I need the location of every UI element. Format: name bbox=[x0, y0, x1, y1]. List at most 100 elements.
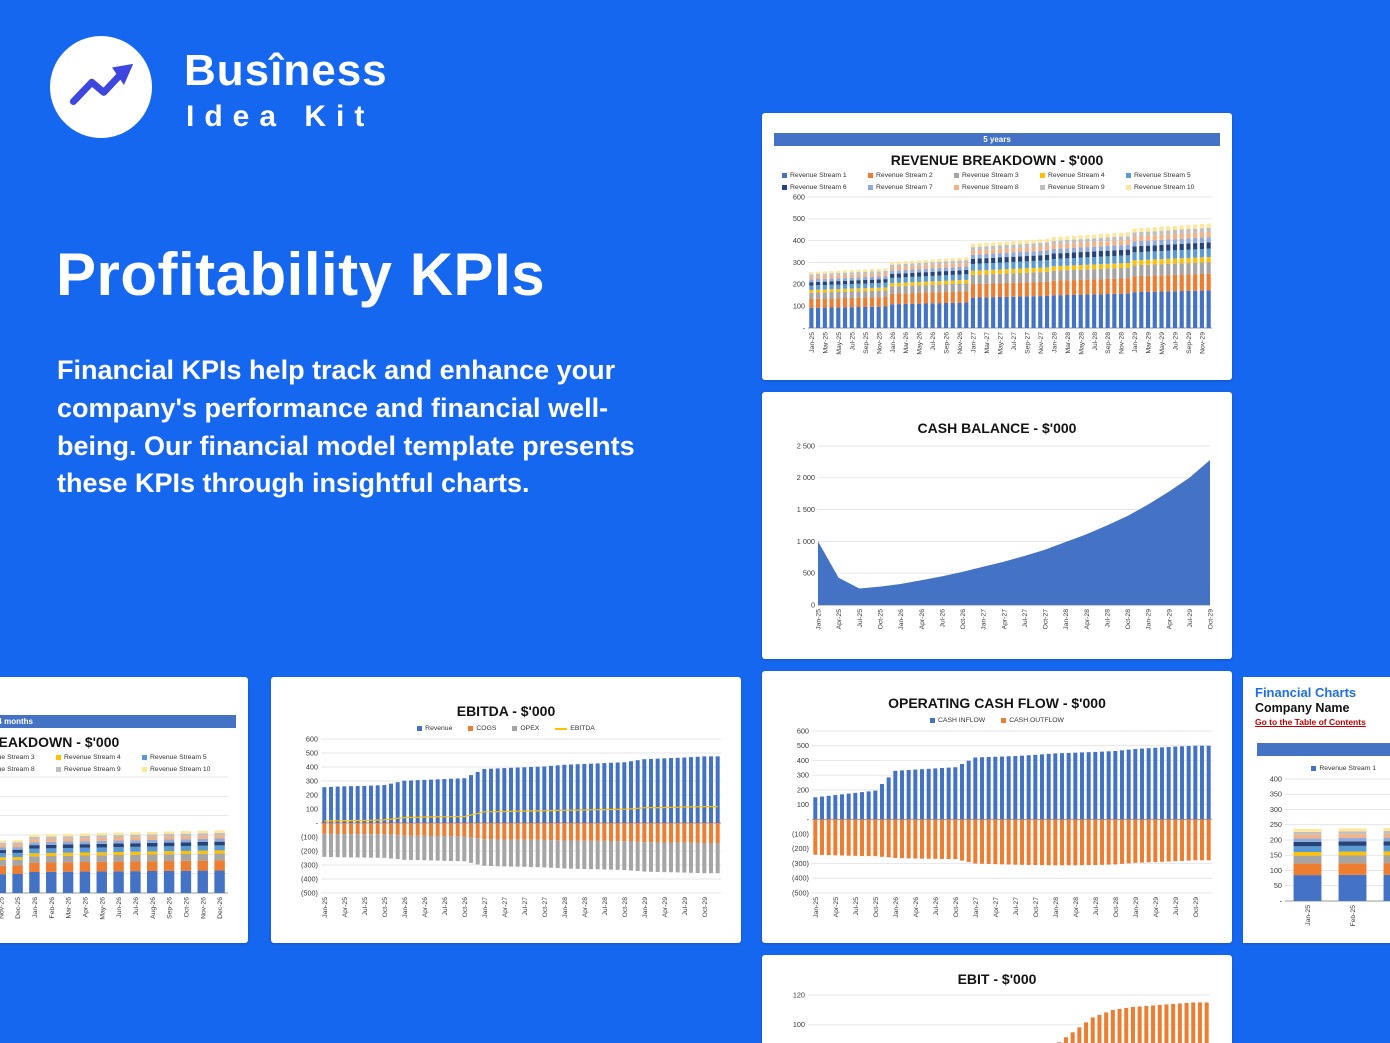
chart-title: EBIT - $'000 bbox=[957, 971, 1037, 987]
svg-text:Jan-29: Jan-29 bbox=[642, 896, 649, 917]
svg-text:Jan-26: Jan-26 bbox=[898, 609, 905, 630]
legend-swatch bbox=[1001, 718, 1007, 724]
svg-text:Apr-29: Apr-29 bbox=[1166, 609, 1173, 630]
svg-text:Sep-26: Sep-26 bbox=[167, 897, 174, 919]
legend-item: Revenue Stream 6 bbox=[782, 182, 868, 194]
svg-text:Jun-26: Jun-26 bbox=[116, 897, 123, 918]
legend-swatch bbox=[555, 727, 568, 730]
svg-text:(200): (200) bbox=[301, 846, 318, 855]
svg-text:Jul-28: Jul-28 bbox=[1104, 609, 1111, 628]
svg-text:300: 300 bbox=[797, 770, 809, 779]
svg-text:Jul-28: Jul-28 bbox=[1093, 896, 1100, 915]
trend-arrow-icon bbox=[55, 39, 147, 136]
table-of-contents-link[interactable]: Go to the Table of Contents bbox=[1255, 717, 1366, 727]
svg-text:100: 100 bbox=[797, 800, 809, 809]
svg-text:Mar-28: Mar-28 bbox=[1065, 332, 1072, 354]
svg-text:Jul-25: Jul-25 bbox=[853, 896, 860, 915]
svg-text:Apr-28: Apr-28 bbox=[1084, 609, 1091, 630]
svg-text:Apr-26: Apr-26 bbox=[83, 897, 90, 918]
svg-text:Oct-25: Oct-25 bbox=[877, 609, 884, 630]
svg-text:Jul-27: Jul-27 bbox=[1011, 332, 1018, 351]
svg-text:Feb-26: Feb-26 bbox=[49, 897, 56, 919]
svg-text:400: 400 bbox=[797, 755, 809, 764]
svg-text:Jul-26: Jul-26 bbox=[933, 896, 940, 915]
chart-title: REVENUE BREAKDOWN - $'000 bbox=[0, 734, 120, 750]
svg-text:Apr-29: Apr-29 bbox=[1153, 896, 1160, 917]
legend-item: Revenue Stream 3 bbox=[0, 754, 35, 761]
legend-item: Revenue Stream 10 bbox=[142, 764, 228, 776]
svg-text:(400): (400) bbox=[301, 874, 318, 883]
svg-text:Jan-29: Jan-29 bbox=[1132, 332, 1139, 353]
legend-swatch bbox=[512, 726, 518, 732]
svg-text:(200): (200) bbox=[792, 844, 809, 853]
svg-text:Apr-28: Apr-28 bbox=[582, 896, 589, 917]
svg-text:500: 500 bbox=[306, 748, 318, 757]
svg-text:-: - bbox=[1280, 896, 1283, 905]
svg-text:350: 350 bbox=[1270, 789, 1282, 798]
svg-text:Oct-26: Oct-26 bbox=[184, 897, 191, 918]
svg-text:Oct-28: Oct-28 bbox=[1113, 896, 1120, 917]
legend-swatch bbox=[142, 755, 147, 761]
legend-swatch bbox=[868, 173, 873, 179]
svg-text:Jul-29: Jul-29 bbox=[1173, 332, 1180, 351]
svg-text:100: 100 bbox=[306, 804, 318, 813]
svg-text:2 000: 2 000 bbox=[797, 473, 815, 482]
svg-text:Oct-29: Oct-29 bbox=[1193, 896, 1200, 917]
svg-text:600: 600 bbox=[797, 727, 809, 735]
ebitda-card: EBITDA - $'000 Revenue COGS OPEX EBITDA 600… bbox=[271, 677, 741, 943]
svg-text:500: 500 bbox=[793, 214, 805, 223]
svg-text:Jul-29: Jul-29 bbox=[1173, 896, 1180, 915]
chart-canvas: 600 500 400 300 200 100 - (100) (200) (300) (400) (… bbox=[792, 726, 1212, 917]
svg-text:Mar-25: Mar-25 bbox=[822, 332, 829, 354]
legend-swatch bbox=[1126, 184, 1131, 190]
revenue-breakdown-5y-chart: 600 500 400 300 200 100 - Jan-25 Mar-25 May-25 Jul… bbox=[772, 192, 1222, 372]
svg-text:2 500: 2 500 bbox=[797, 441, 815, 450]
svg-text:100: 100 bbox=[1270, 865, 1282, 874]
svg-text:Jan-25: Jan-25 bbox=[816, 609, 823, 630]
chart-canvas: 600500400300200100-Jan-25Feb-25Mar-25Apr… bbox=[0, 776, 228, 920]
intro-paragraph: Financial KPIs help track and enhance yo… bbox=[57, 355, 635, 499]
svg-text:Oct-25: Oct-25 bbox=[382, 896, 389, 917]
svg-text:Jan-27: Jan-27 bbox=[981, 609, 988, 630]
svg-text:Jan-26: Jan-26 bbox=[893, 896, 900, 917]
chart-title: EBITDA - $'000 bbox=[456, 703, 556, 719]
svg-text:Oct-27: Oct-27 bbox=[1033, 896, 1040, 917]
legend-item: Revenue Stream 8 bbox=[954, 182, 1040, 194]
svg-text:200: 200 bbox=[797, 785, 809, 794]
revenue-breakdown-24m-chart: 600500400300200100-Jan-25Feb-25Mar-25Apr… bbox=[0, 775, 238, 935]
svg-text:Feb-25: Feb-25 bbox=[1350, 904, 1357, 926]
period-label-bar: 24 months bbox=[0, 715, 236, 728]
svg-text:Jul-26: Jul-26 bbox=[939, 609, 946, 628]
operating-cash-flow-chart: 600 500 400 300 200 100 - (100) (200) (300) (400) (… bbox=[772, 726, 1222, 935]
svg-text:200: 200 bbox=[793, 280, 805, 289]
svg-text:250: 250 bbox=[1270, 820, 1282, 829]
svg-text:(100): (100) bbox=[792, 829, 809, 838]
svg-text:Jul-26: Jul-26 bbox=[930, 332, 937, 351]
svg-text:Jan-28: Jan-28 bbox=[562, 896, 569, 917]
financial-charts-panel: Financial Charts Company Name Go to the … bbox=[1243, 677, 1390, 943]
legend-item: Revenue Stream 1 bbox=[1311, 763, 1376, 775]
svg-text:May-26: May-26 bbox=[917, 332, 924, 355]
svg-text:Oct-29: Oct-29 bbox=[1208, 609, 1215, 630]
svg-text:Sep-28: Sep-28 bbox=[1105, 332, 1112, 354]
svg-text:Oct-28: Oct-28 bbox=[622, 896, 629, 917]
svg-text:Jul-25: Jul-25 bbox=[849, 332, 856, 351]
cash-balance-card: CASH BALANCE - $'000 2 500 2 000 1 500 1 00… bbox=[762, 392, 1232, 659]
legend-item: Revenue Stream 4 bbox=[1040, 170, 1126, 182]
svg-text:Jan-25: Jan-25 bbox=[1305, 904, 1312, 925]
ebit-chart: 120100806040200Jan-25Apr-25Jul-25Oct-25J… bbox=[772, 989, 1222, 1043]
svg-text:Oct-26: Oct-26 bbox=[462, 896, 469, 917]
svg-text:400: 400 bbox=[306, 762, 318, 771]
svg-text:Jan-25: Jan-25 bbox=[813, 896, 820, 917]
legend-item: Revenue Stream 2 bbox=[868, 170, 954, 182]
svg-text:Jul-25: Jul-25 bbox=[857, 609, 864, 628]
svg-text:Apr-27: Apr-27 bbox=[1001, 609, 1008, 630]
svg-text:Jan-28: Jan-28 bbox=[1063, 609, 1070, 630]
svg-text:Sep-29: Sep-29 bbox=[1186, 332, 1193, 354]
svg-text:600: 600 bbox=[306, 735, 318, 743]
svg-text:May-25: May-25 bbox=[836, 332, 843, 355]
svg-text:Jan-27: Jan-27 bbox=[971, 332, 978, 353]
svg-text:300: 300 bbox=[793, 258, 805, 267]
legend-swatch bbox=[868, 184, 873, 190]
brand-logo bbox=[50, 36, 152, 138]
